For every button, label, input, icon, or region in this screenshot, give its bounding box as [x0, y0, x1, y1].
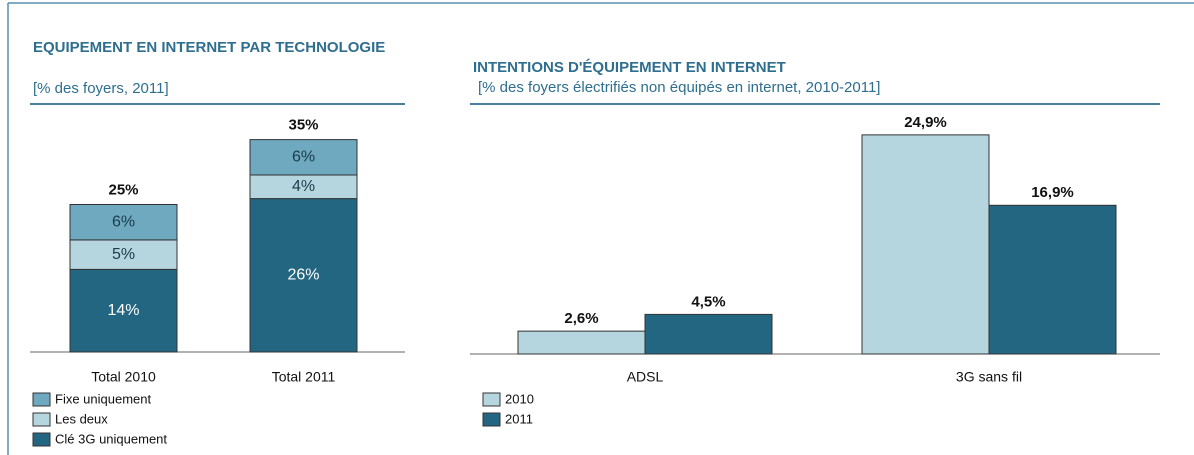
bar-segment	[249, 198, 358, 353]
legend-label: Les deux	[55, 411, 108, 426]
x-tick-label: ADSL	[627, 369, 664, 385]
legend-label: 2011	[505, 411, 533, 426]
legend-swatch	[32, 392, 51, 407]
bar-segment	[69, 204, 178, 241]
data-label: 4,5%	[691, 293, 725, 310]
data-label: 4%	[292, 178, 315, 195]
legend-label: Fixe uniquement	[55, 391, 151, 406]
chart-title: EQUIPEMENT EN INTERNET PAR TECHNOLOGIE	[33, 39, 386, 56]
data-label: 16,9%	[1031, 184, 1074, 201]
total-label: 25%	[108, 181, 138, 198]
bar	[988, 204, 1117, 355]
chart-title: INTENTIONS D'ÉQUIPEMENT EN INTERNET	[473, 59, 786, 76]
bar-segment	[249, 139, 358, 176]
bar	[644, 313, 773, 355]
legend-label: Clé 3G uniquement	[55, 431, 167, 446]
x-tick-label: 3G sans fil	[956, 369, 1022, 385]
x-tick-label: Total 2010	[91, 369, 156, 385]
data-label: 6%	[292, 149, 315, 166]
legend-swatch	[482, 412, 501, 427]
chart-subtitle: [% des foyers, 2011]	[33, 80, 169, 97]
total-label: 35%	[288, 117, 318, 134]
bar	[517, 330, 646, 355]
x-tick-label: Total 2011	[272, 369, 336, 385]
data-label: 6%	[112, 213, 135, 230]
data-label: 24,9%	[904, 114, 947, 131]
data-label: 14%	[107, 302, 139, 319]
data-label: 5%	[112, 246, 135, 263]
bar-segment	[69, 239, 178, 270]
data-label: 26%	[287, 267, 319, 284]
legend-label: 2010	[505, 391, 534, 406]
data-label: 2,6%	[564, 310, 598, 327]
chart-subtitle: [% des foyers électrifiés non équipés en…	[478, 79, 881, 96]
bar	[861, 134, 990, 355]
legend-swatch	[32, 412, 51, 427]
legend-swatch	[32, 432, 51, 447]
bar-segment	[69, 268, 178, 353]
legend-swatch	[482, 392, 501, 407]
